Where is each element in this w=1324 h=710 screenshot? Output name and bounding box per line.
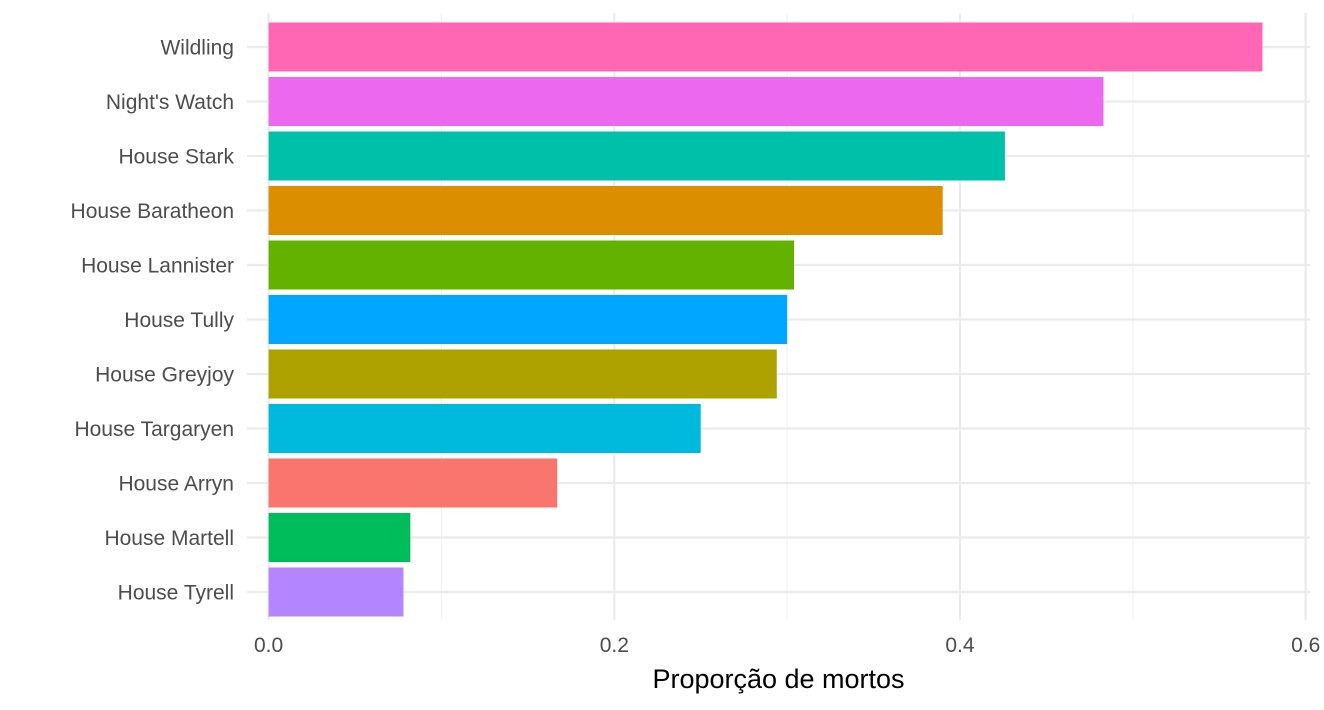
y-tick-label: House Stark <box>118 146 234 169</box>
bar-house-baratheon <box>268 186 943 235</box>
bar-house-lannister <box>268 240 795 290</box>
bars <box>268 22 1263 617</box>
y-tick-label: House Lannister <box>81 255 234 278</box>
bar-house-tyrell <box>268 567 404 617</box>
bar-house-targaryen <box>268 404 701 453</box>
y-tick-label: House Arryn <box>118 473 234 496</box>
x-tick-label: 0.0 <box>254 634 283 657</box>
y-axis-labels: Wildling Night's Watch House Stark House Ba… <box>71 37 235 605</box>
bar-house-tully <box>268 295 788 344</box>
y-tick-label: House Targaryen <box>74 418 234 441</box>
bar-wildling <box>268 22 1263 72</box>
x-tick-label: 0.6 <box>1291 634 1320 657</box>
y-tick-label: House Tully <box>124 309 234 332</box>
y-tick-label: House Tyrell <box>118 582 234 605</box>
y-tick-label: House Greyjoy <box>95 364 234 387</box>
x-tick-label: 0.2 <box>600 634 629 657</box>
bar-house-martell <box>268 513 411 562</box>
bar-house-stark <box>268 131 1005 181</box>
y-tick-label: House Baratheon <box>71 200 234 223</box>
x-axis-title: Proporção de mortos <box>652 664 904 694</box>
x-axis-labels: 0.0 0.2 0.4 0.6 <box>254 634 1320 657</box>
bar-night-s-watch <box>268 77 1104 126</box>
bar-house-arryn <box>268 458 558 508</box>
bar-house-greyjoy <box>268 349 777 399</box>
y-tick-label: House Martell <box>104 527 234 550</box>
x-tick-label: 0.4 <box>945 634 975 657</box>
y-tick-label: Night's Watch <box>106 91 234 114</box>
y-tick-label: Wildling <box>160 37 234 60</box>
